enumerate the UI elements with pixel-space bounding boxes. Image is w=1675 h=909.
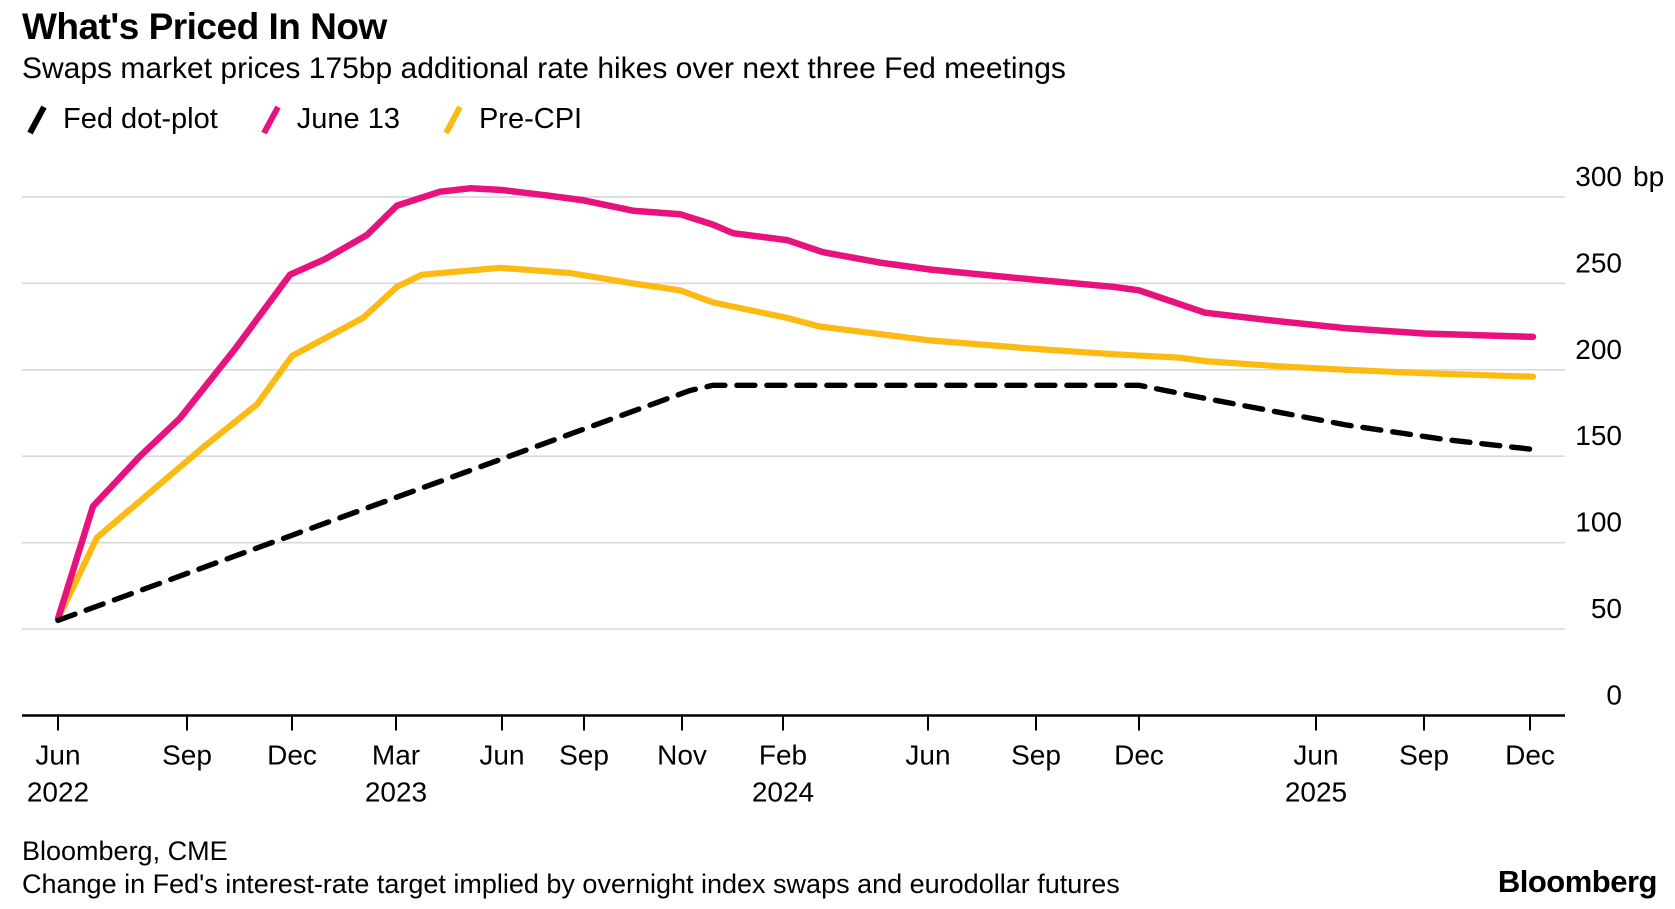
x-axis-label-month: Feb: [759, 740, 807, 771]
x-axis-label-month: Mar: [372, 740, 420, 771]
y-axis-unit-label: bp: [1633, 161, 1664, 192]
legend-item-fed-dot-plot[interactable]: Fed dot-plot: [24, 103, 218, 136]
y-axis-label: 200: [1575, 334, 1622, 365]
x-axis-label-year: 2024: [752, 777, 814, 808]
x-axis-label-month: Sep: [559, 740, 609, 771]
source-attribution: Bloomberg, CME: [22, 836, 228, 866]
series-line-june-13: [54, 185, 1537, 622]
y-axis-label: 50: [1591, 593, 1622, 624]
legend-label: Pre-CPI: [478, 103, 583, 135]
chart-subtitle: Swaps market prices 175bp additional rat…: [22, 52, 1066, 85]
legend-stroke-icon: [443, 105, 463, 134]
x-axis-label-month: Jun: [1293, 740, 1338, 771]
x-axis-label-month: Dec: [1505, 740, 1555, 771]
y-axis-label: 100: [1575, 507, 1622, 538]
x-axis-label-month: Jun: [905, 740, 950, 771]
chart-legend: Fed dot-plot June 13 Pre-CPI: [24, 103, 582, 136]
legend-stroke-icon: [261, 105, 281, 134]
y-axis-label: 300: [1575, 161, 1622, 192]
y-axis-label: 150: [1575, 420, 1622, 451]
legend-item-june-13[interactable]: June 13: [258, 103, 400, 136]
x-axis-label-year: 2023: [365, 777, 427, 808]
x-axis-label-month: Nov: [657, 740, 707, 771]
legend-stroke-icon: [27, 105, 47, 134]
x-axis-label-year: 2022: [27, 777, 89, 808]
y-axis-label: 0: [1606, 680, 1622, 711]
x-axis-label-month: Sep: [162, 740, 212, 771]
legend-label: June 13: [296, 103, 400, 135]
x-axis-label-month: Sep: [1011, 740, 1061, 771]
y-axis-label: 250: [1575, 247, 1622, 278]
series-line-pre-cpi: [54, 264, 1537, 622]
legend-label: Fed dot-plot: [63, 103, 218, 135]
legend-item-pre-cpi[interactable]: Pre-CPI: [440, 103, 582, 136]
x-axis-label-month: Jun: [479, 740, 524, 771]
x-axis-label-month: Sep: [1399, 740, 1449, 771]
x-axis-label-year: 2025: [1285, 777, 1347, 808]
x-axis-label-month: Dec: [267, 740, 317, 771]
chart-footnote: Change in Fed's interest-rate target imp…: [22, 869, 1120, 899]
x-axis-label-month: Dec: [1114, 740, 1164, 771]
x-axis-label-month: Jun: [35, 740, 80, 771]
series-line-fed-dot-plot: [55, 382, 1535, 624]
bloomberg-logo: Bloomberg: [1497, 864, 1658, 899]
page-title: What's Priced In Now: [22, 6, 387, 47]
